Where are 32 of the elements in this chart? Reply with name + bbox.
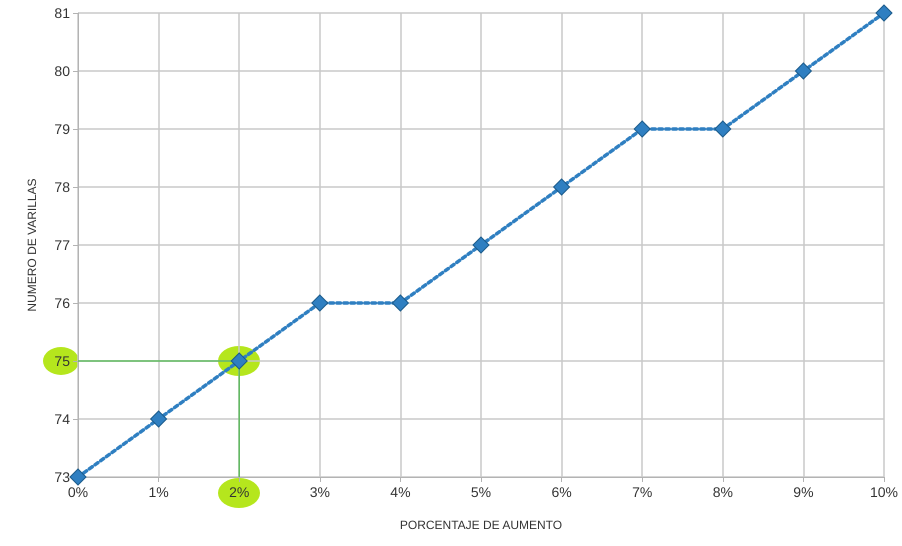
point [70, 468, 86, 486]
x-tick-label: 8% [712, 484, 733, 500]
x-tick-label: 1% [148, 484, 169, 500]
y-axis-title: NUMERO DE VARILLAS [25, 178, 39, 312]
point [392, 294, 409, 312]
y-tick-label: 77 [54, 237, 70, 253]
point [311, 294, 328, 312]
x-tick-label: 5% [470, 484, 492, 500]
point [553, 178, 570, 196]
x-tick-label: 3% [310, 484, 330, 500]
x-tick-label: 6% [551, 484, 572, 500]
y-tick-label: 78 [54, 179, 70, 195]
x-tick-label: 0% [68, 484, 88, 500]
y-tick-label: 76 [54, 295, 70, 311]
point [472, 236, 490, 254]
x-tick-label: 2% [229, 484, 250, 500]
y-tick-label: 73 [54, 469, 70, 485]
point [794, 62, 812, 80]
x-axis-title: PORCENTAJE DE AUMENTO [400, 518, 562, 532]
point [150, 410, 168, 428]
x-tick-label: 4% [390, 484, 411, 500]
x-tick-label: 9% [793, 484, 814, 500]
y-tick-label: 79 [54, 121, 70, 137]
y-tick-label: 75 [54, 353, 70, 369]
x-tick-label: 10% [870, 484, 898, 500]
x-tick-label: 7% [632, 484, 652, 500]
point [714, 120, 732, 138]
y-tick-label: 81 [54, 5, 70, 21]
point [634, 120, 651, 138]
y-tick-label: 80 [54, 63, 70, 79]
point [876, 4, 892, 22]
y-tick-label: 74 [54, 411, 70, 427]
